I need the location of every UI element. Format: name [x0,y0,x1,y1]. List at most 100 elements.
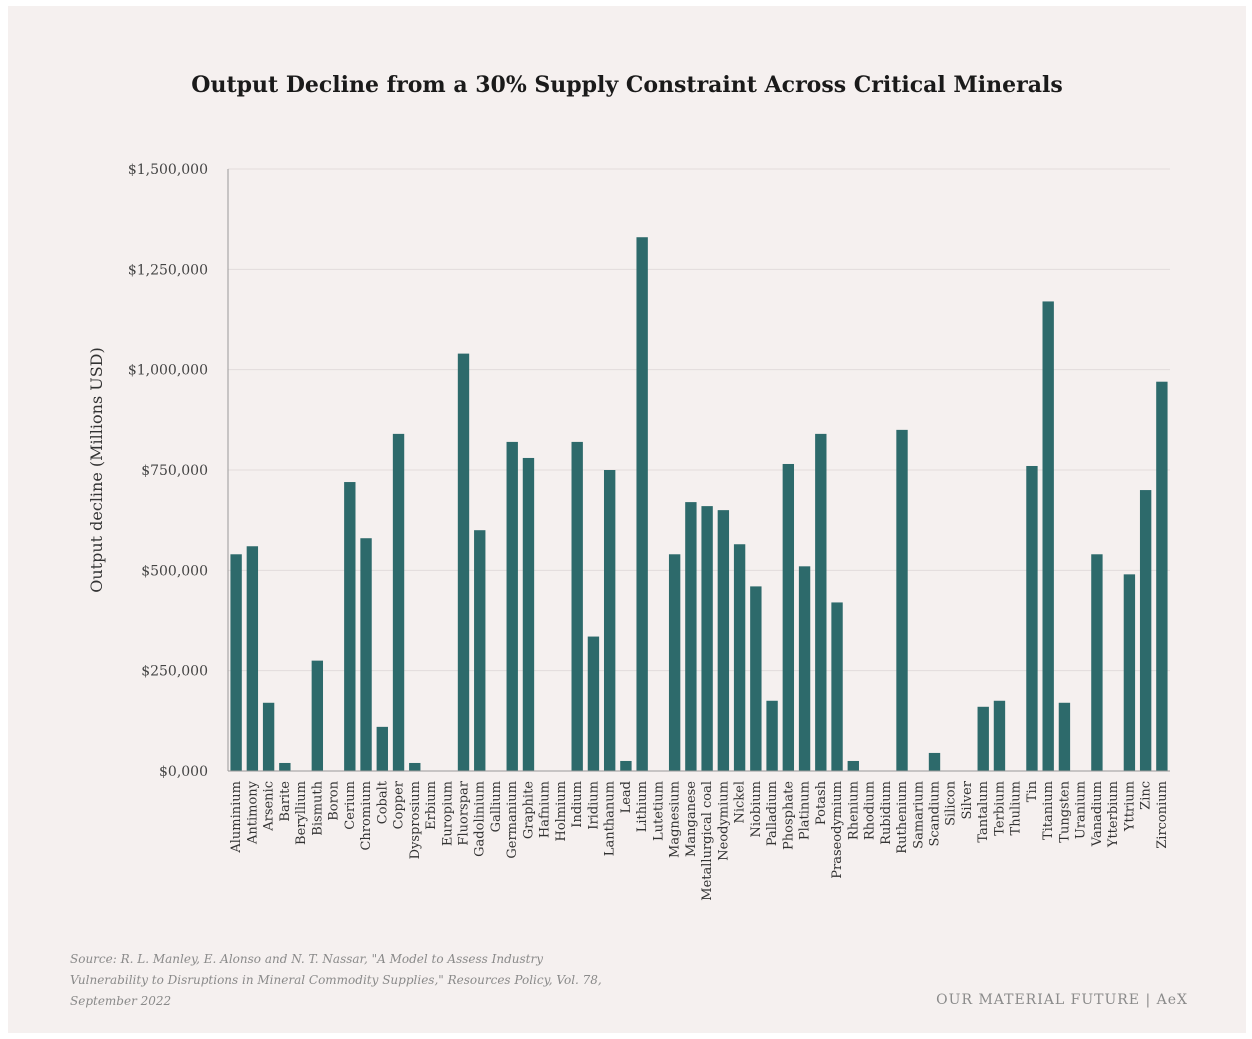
x-tick-label: Vanadium [1090,781,1105,847]
x-tick-label: Tin [1025,780,1040,802]
bar-antimony [246,546,259,771]
bar-platinum [798,566,811,771]
y-axis-label: Output decline (Millions USD) [87,347,106,593]
bar-rhenium [847,760,859,771]
x-tick-label: Holmium [554,781,569,842]
bar-metallurgical-coal [701,506,713,771]
x-tick-label: Zirconium [1155,781,1170,849]
x-tick-label: Yttrium [1122,781,1137,832]
x-tick-label: Niobium [749,781,764,838]
x-tick-label: Samarium [911,781,926,849]
x-tick-label: Palladium [765,781,780,846]
bar-tungsten [1058,702,1071,771]
x-tick-label: Praseodymium [830,781,845,879]
x-tick-label: Graphite [521,781,536,839]
x-tick-label: Gadolinium [473,781,488,857]
x-tick-label: Lithium [635,781,650,832]
x-tick-label: Copper [392,780,407,829]
bar-palladium [766,700,778,771]
x-tick-label: Fluorspar [457,780,472,845]
bar-iridium [587,636,600,771]
x-tick-label: Lutetium [651,781,666,841]
bar-tin [1026,465,1038,771]
source-note: Source: R. L. Manley, E. Alonso and N. T… [70,952,602,1008]
bar-dysprosium [409,762,421,771]
x-tick-label: Magnesium [668,781,683,858]
x-tick-label: Ytterbium [1106,781,1121,848]
bar-chromium [360,538,372,771]
bar-zinc [1139,490,1152,771]
x-tick-label: Neodymium [716,781,731,861]
chart-title: Output Decline from a 30% Supply Constra… [191,72,1063,98]
y-tick-label: $750,000 [141,463,208,479]
bar-magnesium [668,554,681,771]
bar-germanium [506,441,518,771]
x-tick-label: Cobalt [375,780,390,824]
bar-tantalum [977,706,989,771]
gridlines [228,168,1170,672]
x-tick-label: Thulium [1009,781,1024,835]
bar-nickel [733,544,746,771]
y-tick-label: $0,000 [159,764,208,780]
bar-copper [392,433,405,771]
bar-niobium [750,586,762,771]
x-tick-label: Hafnium [538,781,553,838]
x-tick-label: Chromium [359,781,374,851]
x-tick-label: Tungsten [1057,780,1072,842]
x-tick-label: Erbium [424,781,439,830]
bar-terbium [993,700,1006,771]
bar-praseodymium [831,602,843,771]
x-tick-label: Boron [327,780,342,820]
bar-cobalt [376,726,388,771]
bar-neodymium [717,510,730,771]
x-tick-label: Phosphate [781,781,796,850]
bar-aluminium [230,554,242,771]
x-tick-label: Silver [960,780,975,819]
y-tick-label: $1,500,000 [128,162,208,178]
x-axis-ticks: Aluminium Antimony Arsenic Barite Beryllium B… [229,780,1170,900]
bar-bismuth [311,660,324,771]
y-axis-ticks: $0,000 $250,000 $500,000 $750,000 $1,000,000… [128,162,208,780]
x-tick-label: Zinc [1139,781,1154,810]
x-tick-label: Arsenic [262,781,277,832]
x-tick-label: Gallium [489,781,504,832]
x-tick-label: Terbium [992,781,1007,836]
bar-yttrium [1123,574,1136,771]
bar-cerium [344,482,356,771]
bar-titanium [1042,301,1054,771]
bar-lead [620,760,632,771]
x-tick-label: Europium [440,781,455,846]
x-tick-label: Germanium [505,781,520,859]
x-tick-label: Rhodium [863,781,878,840]
brand-footer: OUR MATERIAL FUTURE | AeX [936,992,1188,1008]
x-tick-label: Titanium [1041,781,1056,840]
x-tick-label: Barite [278,781,293,822]
x-tick-label: Rhenium [846,781,861,840]
x-tick-label: Bismuth [310,780,325,835]
bar-gadolinium [474,530,486,771]
bar-graphite [522,457,535,771]
x-tick-label: Rubidium [879,781,894,845]
x-tick-label: Potash [814,780,829,825]
bar-indium [571,441,583,771]
x-tick-label: Manganese [684,781,699,857]
x-tick-label: Cerium [343,781,358,830]
bar-manganese [685,502,697,771]
x-tick-label: Antimony [245,780,260,845]
bar-arsenic [262,702,275,771]
x-tick-label: Lanthanum [603,781,618,856]
y-tick-label: $500,000 [141,563,208,579]
x-tick-label: Silicon [944,780,959,825]
bar-vanadium [1091,554,1103,771]
x-tick-label: Dysprosium [408,781,423,859]
x-tick-label: Beryllium [294,781,309,845]
bar-phosphate [782,463,795,771]
x-tick-label: Uranium [1074,781,1089,839]
bar-fluorspar [457,353,470,771]
y-tick-label: $1,000,000 [128,363,208,379]
x-tick-label: Iridium [586,781,601,830]
x-tick-label: Lead [619,781,634,813]
bars [230,237,1168,771]
bar-chart: $0,000 $250,000 $500,000 $750,000 $1,000,000… [87,162,1170,901]
x-tick-label: Platinum [798,781,813,840]
